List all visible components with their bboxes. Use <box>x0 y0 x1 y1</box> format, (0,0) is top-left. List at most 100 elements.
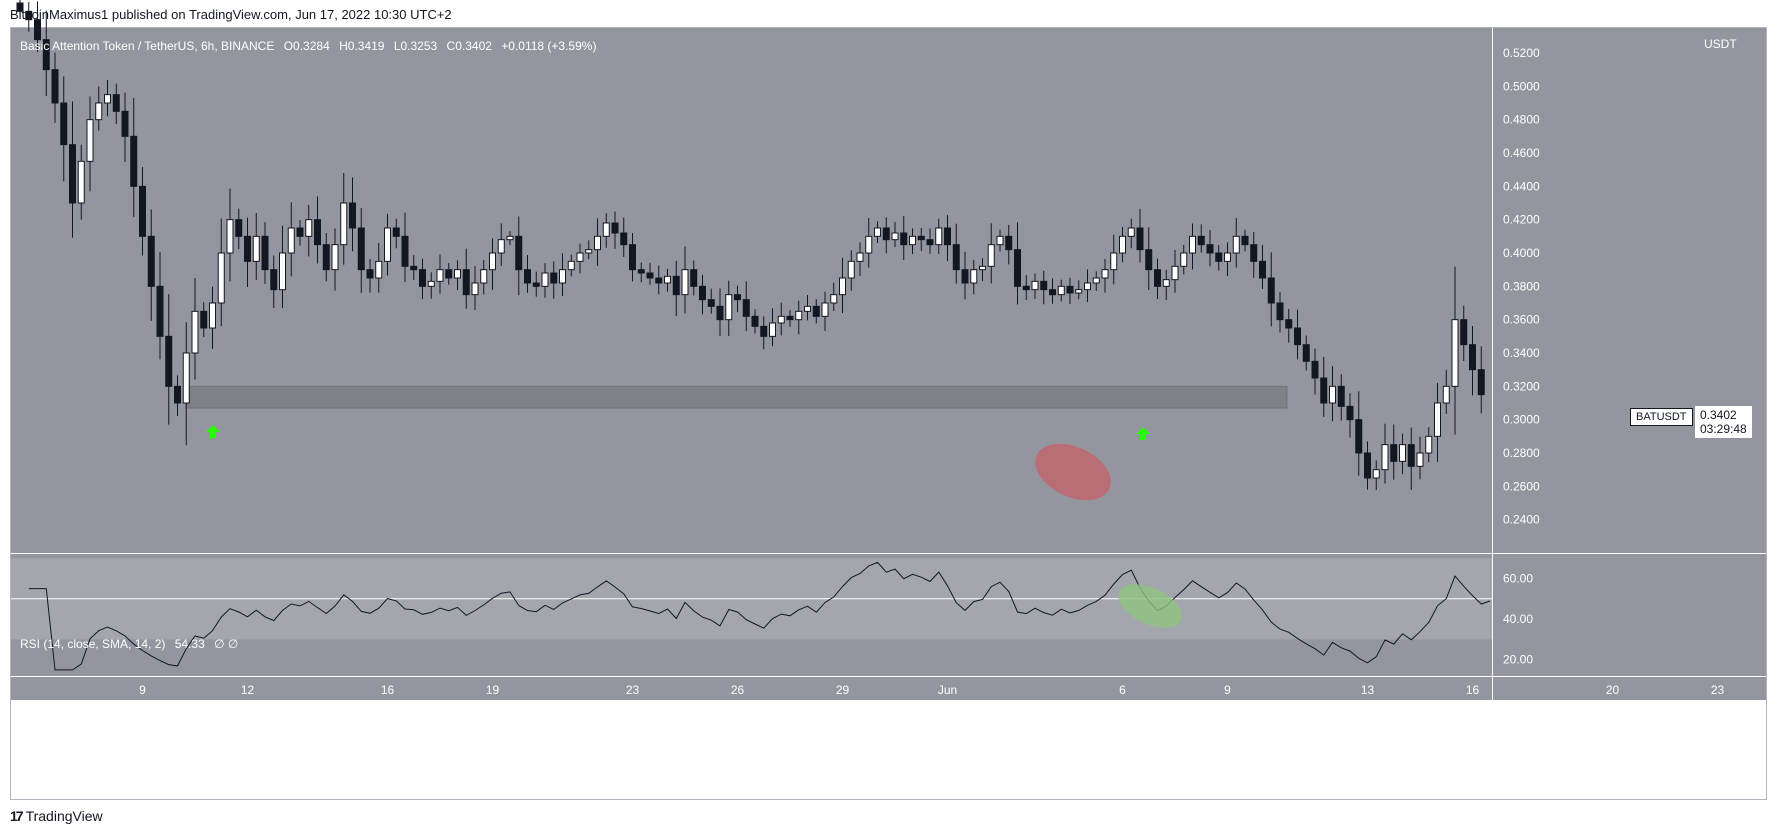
candle[interactable] <box>672 275 680 296</box>
candle[interactable] <box>1407 444 1415 467</box>
candle[interactable] <box>1057 285 1065 296</box>
candle[interactable] <box>1049 289 1056 296</box>
candle[interactable] <box>742 299 750 317</box>
candle[interactable] <box>917 235 925 241</box>
candle[interactable] <box>471 282 479 296</box>
candle[interactable] <box>147 235 155 287</box>
candle[interactable] <box>314 219 321 246</box>
candle[interactable] <box>602 222 610 237</box>
candle[interactable] <box>926 239 934 246</box>
candle[interactable] <box>1206 244 1214 254</box>
candle[interactable] <box>1110 252 1118 271</box>
candle[interactable] <box>1302 344 1310 362</box>
candle[interactable] <box>1162 279 1170 287</box>
candle[interactable] <box>384 227 391 262</box>
candle[interactable] <box>1425 435 1433 454</box>
candle[interactable] <box>1075 289 1083 294</box>
candle[interactable] <box>1276 302 1284 321</box>
candle[interactable] <box>699 285 706 301</box>
candle[interactable] <box>226 219 234 254</box>
candle[interactable] <box>725 294 733 321</box>
candle[interactable] <box>751 315 759 327</box>
candle[interactable] <box>1136 227 1144 251</box>
candle[interactable] <box>795 310 803 321</box>
candle[interactable] <box>1092 277 1100 284</box>
candle[interactable] <box>664 275 671 284</box>
candle[interactable] <box>1180 252 1188 267</box>
candle[interactable] <box>454 269 461 279</box>
candle[interactable] <box>287 227 295 254</box>
candle[interactable] <box>121 110 129 137</box>
candle[interactable] <box>244 235 251 262</box>
candle[interactable] <box>1127 227 1135 237</box>
candle[interactable] <box>34 19 41 41</box>
candle[interactable] <box>375 260 383 279</box>
candle[interactable] <box>830 294 838 304</box>
candle[interactable] <box>734 294 741 301</box>
candle[interactable] <box>42 39 50 71</box>
candle[interactable] <box>1241 235 1249 246</box>
candle[interactable] <box>1285 319 1293 329</box>
candle[interactable] <box>681 269 689 296</box>
candle[interactable] <box>1477 369 1485 396</box>
candle[interactable] <box>436 269 444 282</box>
candle[interactable] <box>1022 285 1030 291</box>
candle[interactable] <box>909 235 916 246</box>
candle[interactable] <box>95 102 103 121</box>
candle[interactable] <box>716 305 724 321</box>
candle[interactable] <box>1390 444 1398 462</box>
candle[interactable] <box>935 227 943 246</box>
candle[interactable] <box>322 244 330 271</box>
tradingview-brand[interactable]: 17 TradingView <box>10 808 103 824</box>
candle[interactable] <box>1320 377 1328 404</box>
candle[interactable] <box>524 269 531 284</box>
candle[interactable] <box>944 227 951 246</box>
candle[interactable] <box>646 272 654 279</box>
candle[interactable] <box>156 285 164 337</box>
candle[interactable] <box>996 235 1004 246</box>
candle[interactable] <box>392 227 400 237</box>
candle[interactable] <box>445 269 453 279</box>
candle[interactable] <box>1381 444 1389 471</box>
candle[interactable] <box>1197 235 1205 246</box>
candle[interactable] <box>1311 360 1319 379</box>
candle[interactable] <box>366 269 374 279</box>
candle[interactable] <box>497 239 505 254</box>
candle[interactable] <box>51 69 59 104</box>
candle[interactable] <box>130 135 138 187</box>
candle[interactable] <box>200 310 208 329</box>
candle[interactable] <box>1014 249 1021 287</box>
candle[interactable] <box>77 160 85 204</box>
candle[interactable] <box>1215 252 1223 262</box>
candle[interactable] <box>1469 344 1476 371</box>
candle[interactable] <box>1232 235 1240 254</box>
candle[interactable] <box>427 280 435 287</box>
candle[interactable] <box>1434 402 1441 437</box>
candle[interactable] <box>209 302 216 329</box>
candle[interactable] <box>690 269 698 287</box>
candle[interactable] <box>777 315 785 324</box>
candle[interactable] <box>182 352 190 404</box>
candle[interactable] <box>1224 252 1231 262</box>
candle[interactable] <box>961 269 969 284</box>
candle[interactable] <box>979 265 986 271</box>
candle[interactable] <box>515 235 523 271</box>
candle[interactable] <box>769 322 776 337</box>
candle[interactable] <box>567 260 575 271</box>
candle[interactable] <box>357 227 365 271</box>
candle[interactable] <box>952 244 960 271</box>
candle[interactable] <box>1119 235 1126 254</box>
candle[interactable] <box>637 269 645 274</box>
candle[interactable] <box>900 232 908 246</box>
candle[interactable] <box>1355 419 1363 454</box>
candle[interactable] <box>1101 269 1109 279</box>
candle[interactable] <box>401 235 409 267</box>
candle[interactable] <box>174 385 181 404</box>
candle[interactable] <box>655 277 663 284</box>
candle[interactable] <box>1040 280 1048 291</box>
candle[interactable] <box>987 244 995 267</box>
candle[interactable] <box>576 252 584 262</box>
candle[interactable] <box>532 282 540 287</box>
candle[interactable] <box>1451 319 1459 387</box>
price-pane[interactable] <box>11 28 1766 553</box>
